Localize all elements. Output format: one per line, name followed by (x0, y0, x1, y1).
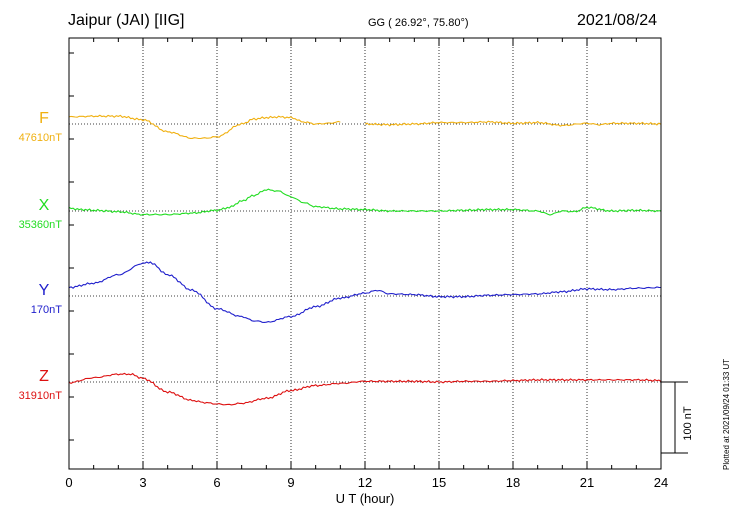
x-axis-label: U T (hour) (336, 491, 395, 506)
x-tick-label: 15 (432, 475, 446, 490)
baseline-value-x: 35360nT (19, 219, 63, 231)
x-tick-label: 0 (65, 475, 72, 490)
series-name-y: Y (39, 282, 50, 299)
scale-bar-label: 100 nT (682, 406, 694, 441)
baseline-value-f: 47610nT (19, 132, 63, 144)
series-line-x (68, 188, 662, 216)
x-tick-label: 21 (580, 475, 594, 490)
x-tick-label: 12 (358, 475, 372, 490)
x-tick-label: 6 (213, 475, 220, 490)
series-name-f: F (39, 110, 49, 127)
plot-date: 2021/08/24 (577, 12, 658, 29)
series-line-f (68, 114, 662, 140)
x-tick-label: 9 (287, 475, 294, 490)
station-title: Jaipur (JAI) [IIG] (68, 12, 185, 29)
baseline-value-y: 170nT (31, 304, 62, 316)
x-tick-label: 3 (139, 475, 146, 490)
series-name-z: Z (39, 368, 49, 385)
series-line-z (68, 372, 662, 406)
series-line-y (68, 261, 662, 323)
geographic-coordinates: GG ( 26.92°, 75.80°) (368, 17, 469, 29)
series-name-x: X (39, 197, 50, 214)
x-tick-label: 24 (654, 475, 668, 490)
baseline-value-z: 31910nT (19, 390, 63, 402)
x-tick-label: 18 (506, 475, 520, 490)
